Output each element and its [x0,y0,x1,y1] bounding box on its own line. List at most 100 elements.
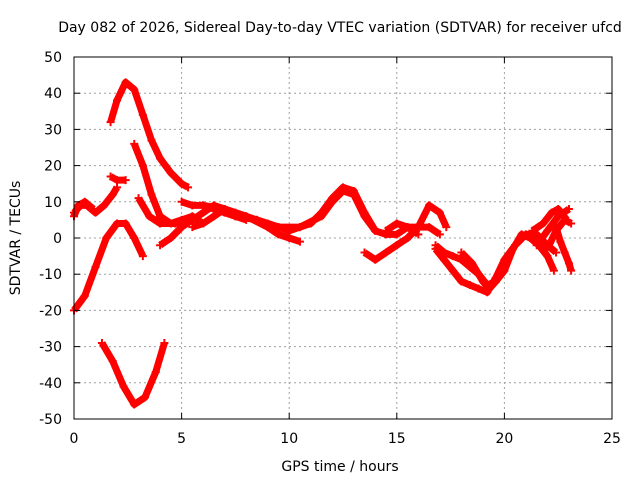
data-point [567,219,576,228]
data-point [457,248,466,257]
data-point [138,252,147,261]
y-tick-label: 20 [44,159,62,175]
data-point [285,226,294,235]
data-point [89,205,98,214]
data-point [108,190,117,199]
data-point [209,212,218,221]
data-point [177,179,186,188]
data-point [121,219,130,228]
series-track-2 [97,338,169,409]
data-point [160,338,169,347]
data-point [242,212,251,221]
data-point [274,223,283,232]
data-point [166,234,175,242]
data-point [339,183,347,192]
y-tick-label: 0 [53,231,62,247]
series-track-1 [70,219,147,315]
data-point [528,226,537,235]
x-tick-label: 0 [70,431,79,447]
data-point [435,208,444,217]
y-tick-label: 40 [44,86,62,102]
data-point [403,234,412,242]
y-tick-label: 30 [44,122,62,138]
x-tick-label: 25 [603,431,621,447]
data-point [360,208,369,217]
data-point [491,277,500,286]
data-point [564,259,573,268]
data-point [539,219,548,228]
data-point [141,393,150,402]
data-point [121,176,130,185]
data-point [431,244,440,253]
y-tick-label: -50 [39,412,62,428]
y-tick-label: -10 [39,267,62,283]
data-point [184,183,193,192]
data-point [295,237,304,246]
data-point [166,168,175,177]
data-point [567,266,576,275]
x-tick-label: 20 [495,431,513,447]
series-track-21 [552,223,576,275]
chart-title: Day 082 of 2026, Sidereal Day-to-day VTE… [58,20,622,36]
series-line [544,216,573,251]
data-point [360,248,369,257]
data-point [448,252,457,261]
data-point [543,252,552,261]
y-tick-label: -40 [39,376,62,392]
data-point [156,241,165,250]
series-track-4 [70,197,98,221]
data-point [295,223,304,232]
data-point [220,205,229,214]
series-track-17 [457,248,500,293]
x-tick-label: 5 [177,431,186,447]
data-point [371,226,380,235]
y-tick-label: 10 [44,195,62,211]
data-point [113,96,122,105]
data-point [91,262,100,271]
data-point [371,255,380,264]
data-point [392,241,401,250]
axis-ticks: 0 5 10 15 20 25 -50 -40 -30 -20 -10 0 10 20 30 40 50 [39,50,621,447]
data-point [138,161,147,170]
data-point [102,234,111,242]
data-point [156,154,165,163]
data-point [465,281,474,290]
data-point [97,338,106,347]
data-point [106,172,115,181]
data-point [382,226,391,235]
data-point [171,219,180,228]
data-point [500,255,509,264]
data-point [156,212,165,221]
data-point [392,219,401,228]
data-point [468,259,477,268]
x-tick-label: 10 [280,431,298,447]
series-track-13 [360,201,451,264]
data-point [130,85,139,94]
series-line [384,220,421,238]
data-point [532,241,541,250]
data-point [113,183,122,192]
data-point [560,248,569,257]
series-track-6 [106,78,193,192]
data-point [119,382,128,391]
data-point [113,176,122,185]
data-point [199,219,208,228]
data-point [74,201,83,210]
data-point [285,234,294,242]
data-point [435,230,444,239]
data-point [511,241,520,250]
data-point [274,230,283,239]
data-point [564,205,573,214]
data-point [392,230,401,239]
series-line [533,206,571,248]
data-point [556,237,565,246]
data-point [306,219,315,228]
data-point [177,223,186,232]
data-point [425,201,434,210]
data-point [113,219,122,228]
series-track-14 [382,219,423,239]
x-tick-label: 15 [388,431,406,447]
data-point [552,223,561,232]
data-point [382,248,391,257]
data-point [188,223,197,232]
